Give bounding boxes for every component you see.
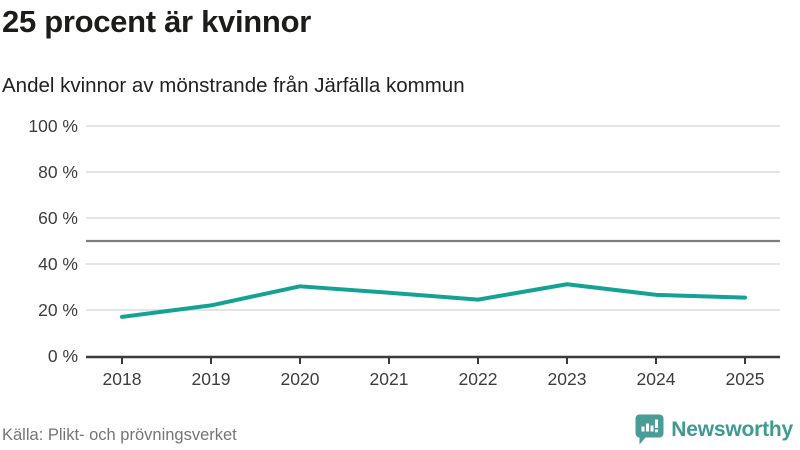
x-tick-label: 2019 [192,369,231,389]
newsworthy-speech-bubble-barchart-icon [635,414,664,445]
y-tick-label: 80 % [38,162,78,182]
x-tick-label: 2023 [548,369,587,389]
y-tick-label: 100 % [28,116,78,136]
y-tick-label: 40 % [38,254,78,274]
brand-name: Newsworthy [671,417,793,441]
brand-logo: Newsworthy [635,414,793,445]
y-tick-label: 60 % [38,208,78,228]
x-tick-label: 2022 [459,369,498,389]
line-chart: 0 % 20 % 40 % 60 % 80 % 100 % 2018 2019 2020 2021… [28,116,780,389]
y-tick-label: 0 % [48,346,78,366]
source-note: Källa: Plikt- och prövningsverket [2,426,237,444]
chart-subtitle: Andel kvinnor av mönstrande från Järfäll… [2,74,465,97]
page-title: 25 procent är kvinnor [2,4,311,39]
y-tick-label: 20 % [38,300,78,320]
data-line-andel-kvinnor [120,282,747,319]
x-tick-label: 2024 [637,369,676,389]
x-tick-label: 2025 [726,369,765,389]
x-tick-label: 2018 [103,369,142,389]
x-tick-label: 2020 [281,369,320,389]
x-tick-label: 2021 [370,369,409,389]
